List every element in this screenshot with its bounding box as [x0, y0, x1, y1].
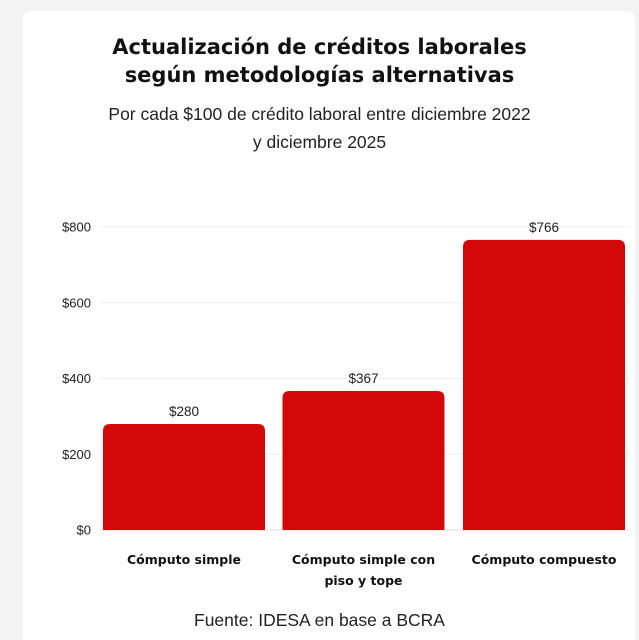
chart-subtitle-line-1: Por cada $100 de crédito laboral entre d…: [108, 104, 531, 124]
chart-subtitle-line-2: y diciembre 2025: [252, 132, 387, 152]
chart-source: Fuente: IDESA en base a BCRA: [194, 610, 445, 630]
bar: [282, 390, 445, 530]
x-category-label: piso y tope: [324, 573, 402, 588]
y-tick-label: $0: [77, 523, 91, 538]
chart-title-line-2: según metodologías alternativas: [124, 63, 515, 87]
y-tick-label: $200: [62, 447, 91, 462]
chart-title-line-1: Actualización de créditos laborales: [112, 35, 527, 59]
chart-subtitle: Por cada $100 de crédito laboral entre d…: [0, 100, 639, 156]
chart-title: Actualización de créditos laborales segú…: [0, 33, 639, 89]
bar: [463, 239, 625, 530]
bar: [103, 423, 265, 530]
y-tick-label: $400: [62, 371, 91, 386]
bar-value-label: $280: [169, 404, 199, 419]
y-tick-label: $600: [62, 295, 91, 310]
x-category-label: Cómputo simple con: [292, 552, 435, 567]
y-tick-label: $800: [62, 220, 91, 235]
bar-value-label: $367: [348, 371, 378, 386]
x-category-label: Cómputo compuesto: [472, 552, 617, 567]
bar-value-label: $766: [529, 220, 559, 235]
x-category-label: Cómputo simple: [127, 552, 241, 567]
